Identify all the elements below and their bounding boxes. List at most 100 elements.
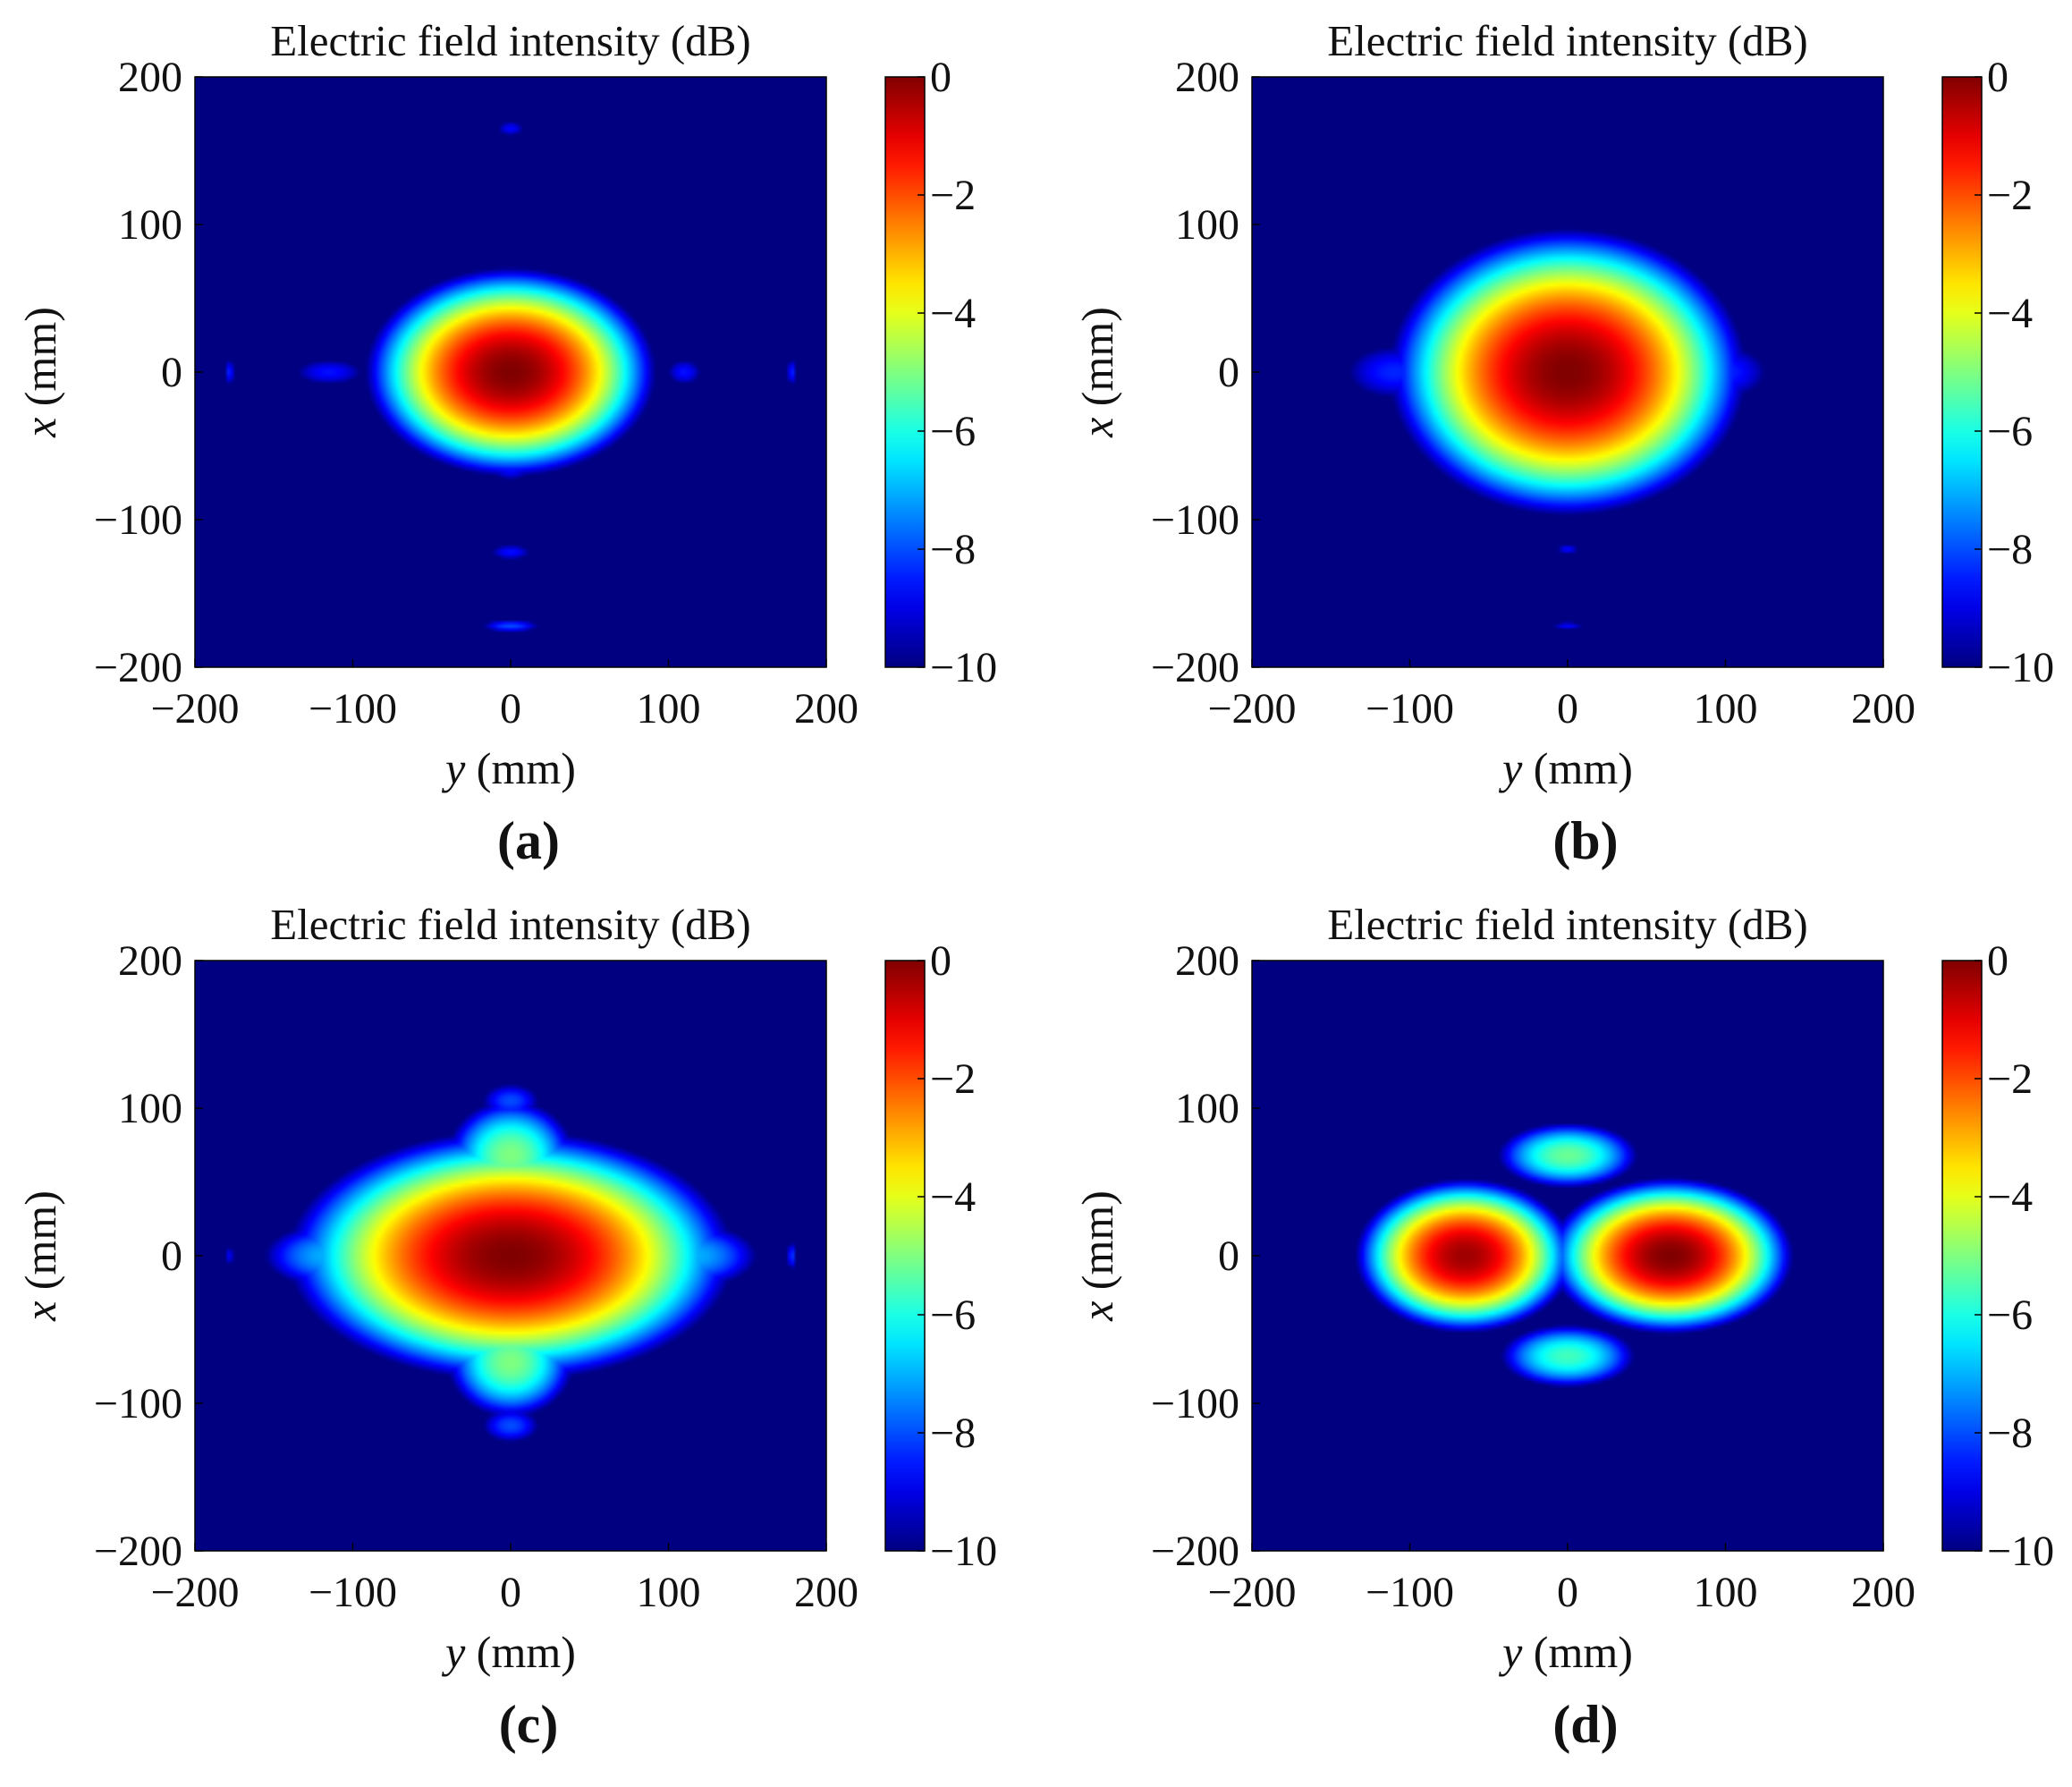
colorbar-tick-label: −6: [1987, 1292, 2033, 1339]
x-tick-label: 100: [637, 685, 701, 733]
colorbar: [885, 77, 925, 667]
chart-title: Electric field intensity (dB): [1327, 900, 1807, 949]
y-tick-label: 100: [1175, 1085, 1239, 1132]
chart-title: Electric field intensity (dB): [270, 900, 750, 949]
x-tick-label: 200: [794, 685, 858, 733]
x-tick-label: 100: [1694, 685, 1758, 733]
y-tick-label: 0: [161, 1232, 182, 1280]
colorbar: [1942, 77, 1982, 667]
colorbar: [1942, 961, 1982, 1551]
panel-b: Electric field intensity (dB) −200 −100 0 10…: [1057, 0, 2072, 885]
colorbar-tick-label: −4: [930, 1173, 976, 1221]
colorbar-tick-label: −2: [930, 172, 976, 219]
chart-svg: Electric field intensity (dB)−200 −100 0 10…: [1072, 16, 2054, 870]
colorbar-tick-label: −4: [930, 290, 976, 337]
y-tick-label: 100: [1175, 201, 1239, 249]
colorbar-tick-label: 0: [1987, 54, 2009, 101]
colorbar-tick-label: −8: [1987, 1410, 2033, 1457]
panel-d: Electric field intensity (dB) −200 −100 0 10…: [1057, 884, 2072, 1769]
y-tick-label: 200: [118, 54, 182, 101]
y-axis-label: x (mm): [15, 1190, 65, 1322]
x-axis-label: y (mm): [441, 1627, 576, 1677]
y-axis-label: x (mm): [15, 307, 65, 438]
x-tick-label: 200: [794, 1569, 858, 1616]
colorbar-tick-label: −6: [1987, 408, 2033, 455]
colorbar-tick-label: −8: [930, 1410, 976, 1457]
colorbar-tick-label: −10: [1987, 644, 2054, 691]
colorbar-tick-label: 0: [930, 937, 951, 985]
x-tick-label: −200: [1207, 685, 1296, 733]
x-tick-label: −100: [1366, 685, 1454, 733]
y-tick-label: 200: [1175, 54, 1239, 101]
x-tick-label: −200: [150, 685, 239, 733]
y-tick-label: 100: [118, 201, 182, 249]
x-tick-label: 200: [1851, 685, 1916, 733]
x-axis-label: y (mm): [1498, 743, 1633, 793]
x-tick-label: 100: [637, 1569, 701, 1616]
panel-label: (a): [497, 811, 560, 870]
x-tick-label: 0: [1557, 685, 1578, 733]
panel-a: Electric field intensity (dB) −200 −100 0 10…: [0, 0, 1046, 885]
heatmap-image: [195, 961, 826, 1551]
y-tick-label: −200: [1151, 644, 1239, 691]
chart-svg: Electric field intensity (dB)−200 −100 0 10…: [15, 16, 997, 870]
colorbar-tick-label: −2: [1987, 172, 2033, 219]
colorbar-tick-label: −8: [1987, 526, 2033, 573]
colorbar: [885, 961, 925, 1551]
y-tick-label: −100: [1151, 496, 1239, 544]
heatmap-image: [1252, 961, 1883, 1551]
y-tick-label: −100: [94, 1380, 182, 1427]
x-axis-label: y (mm): [441, 743, 576, 793]
colorbar-tick-label: −4: [1987, 290, 2033, 337]
y-tick-label: 100: [118, 1085, 182, 1132]
chart-title: Electric field intensity (dB): [270, 16, 750, 65]
y-tick-label: 0: [161, 349, 182, 396]
colorbar-tick-label: −4: [1987, 1173, 2033, 1221]
colorbar-tick-label: −10: [930, 1528, 997, 1575]
y-axis-label: x (mm): [1072, 307, 1122, 438]
y-tick-label: 200: [1175, 937, 1239, 985]
x-tick-label: 100: [1694, 1569, 1758, 1616]
y-tick-label: 0: [1218, 1232, 1239, 1280]
y-tick-label: −100: [1151, 1380, 1239, 1427]
heatmap-image: [1252, 77, 1883, 667]
y-tick-label: −200: [94, 644, 182, 691]
colorbar-tick-label: −6: [930, 408, 976, 455]
x-tick-label: −100: [1366, 1569, 1454, 1616]
panel-label: (b): [1552, 811, 1618, 870]
colorbar-tick-label: 0: [930, 54, 951, 101]
colorbar-tick-label: −10: [930, 644, 997, 691]
colorbar-tick-label: −2: [1987, 1055, 2033, 1103]
colorbar-frame: [884, 960, 926, 1552]
colorbar-frame: [884, 76, 926, 668]
y-tick-label: 0: [1218, 349, 1239, 396]
panel-label: (d): [1552, 1695, 1618, 1754]
chart-svg: Electric field intensity (dB)−200 −100 0 10…: [15, 900, 997, 1754]
chart-title: Electric field intensity (dB): [1327, 16, 1807, 65]
y-tick-label: −100: [94, 496, 182, 544]
x-axis-label: y (mm): [1498, 1627, 1633, 1677]
panel-label: (c): [499, 1695, 559, 1754]
colorbar-tick-label: 0: [1987, 937, 2009, 985]
colorbar-tick-label: −2: [930, 1055, 976, 1103]
x-tick-label: −100: [309, 685, 397, 733]
heatmap-image: [195, 77, 826, 667]
x-tick-label: −100: [309, 1569, 397, 1616]
x-tick-label: −200: [150, 1569, 239, 1616]
y-axis-label: x (mm): [1072, 1190, 1122, 1322]
colorbar-tick-label: −6: [930, 1292, 976, 1339]
x-tick-label: 0: [500, 1569, 521, 1616]
panel-c: Electric field intensity (dB) −200 −100 0 10…: [0, 884, 1046, 1769]
colorbar-tick-label: −8: [930, 526, 976, 573]
x-tick-label: 0: [1557, 1569, 1578, 1616]
chart-svg: Electric field intensity (dB)−200 −100 0 10…: [1072, 900, 2054, 1754]
colorbar-tick-label: −10: [1987, 1528, 2054, 1575]
colorbar-frame: [1941, 960, 1983, 1552]
y-tick-label: 200: [118, 937, 182, 985]
x-tick-label: 200: [1851, 1569, 1916, 1616]
x-tick-label: 0: [500, 685, 521, 733]
y-tick-label: −200: [1151, 1528, 1239, 1575]
y-tick-label: −200: [94, 1528, 182, 1575]
colorbar-frame: [1941, 76, 1983, 668]
